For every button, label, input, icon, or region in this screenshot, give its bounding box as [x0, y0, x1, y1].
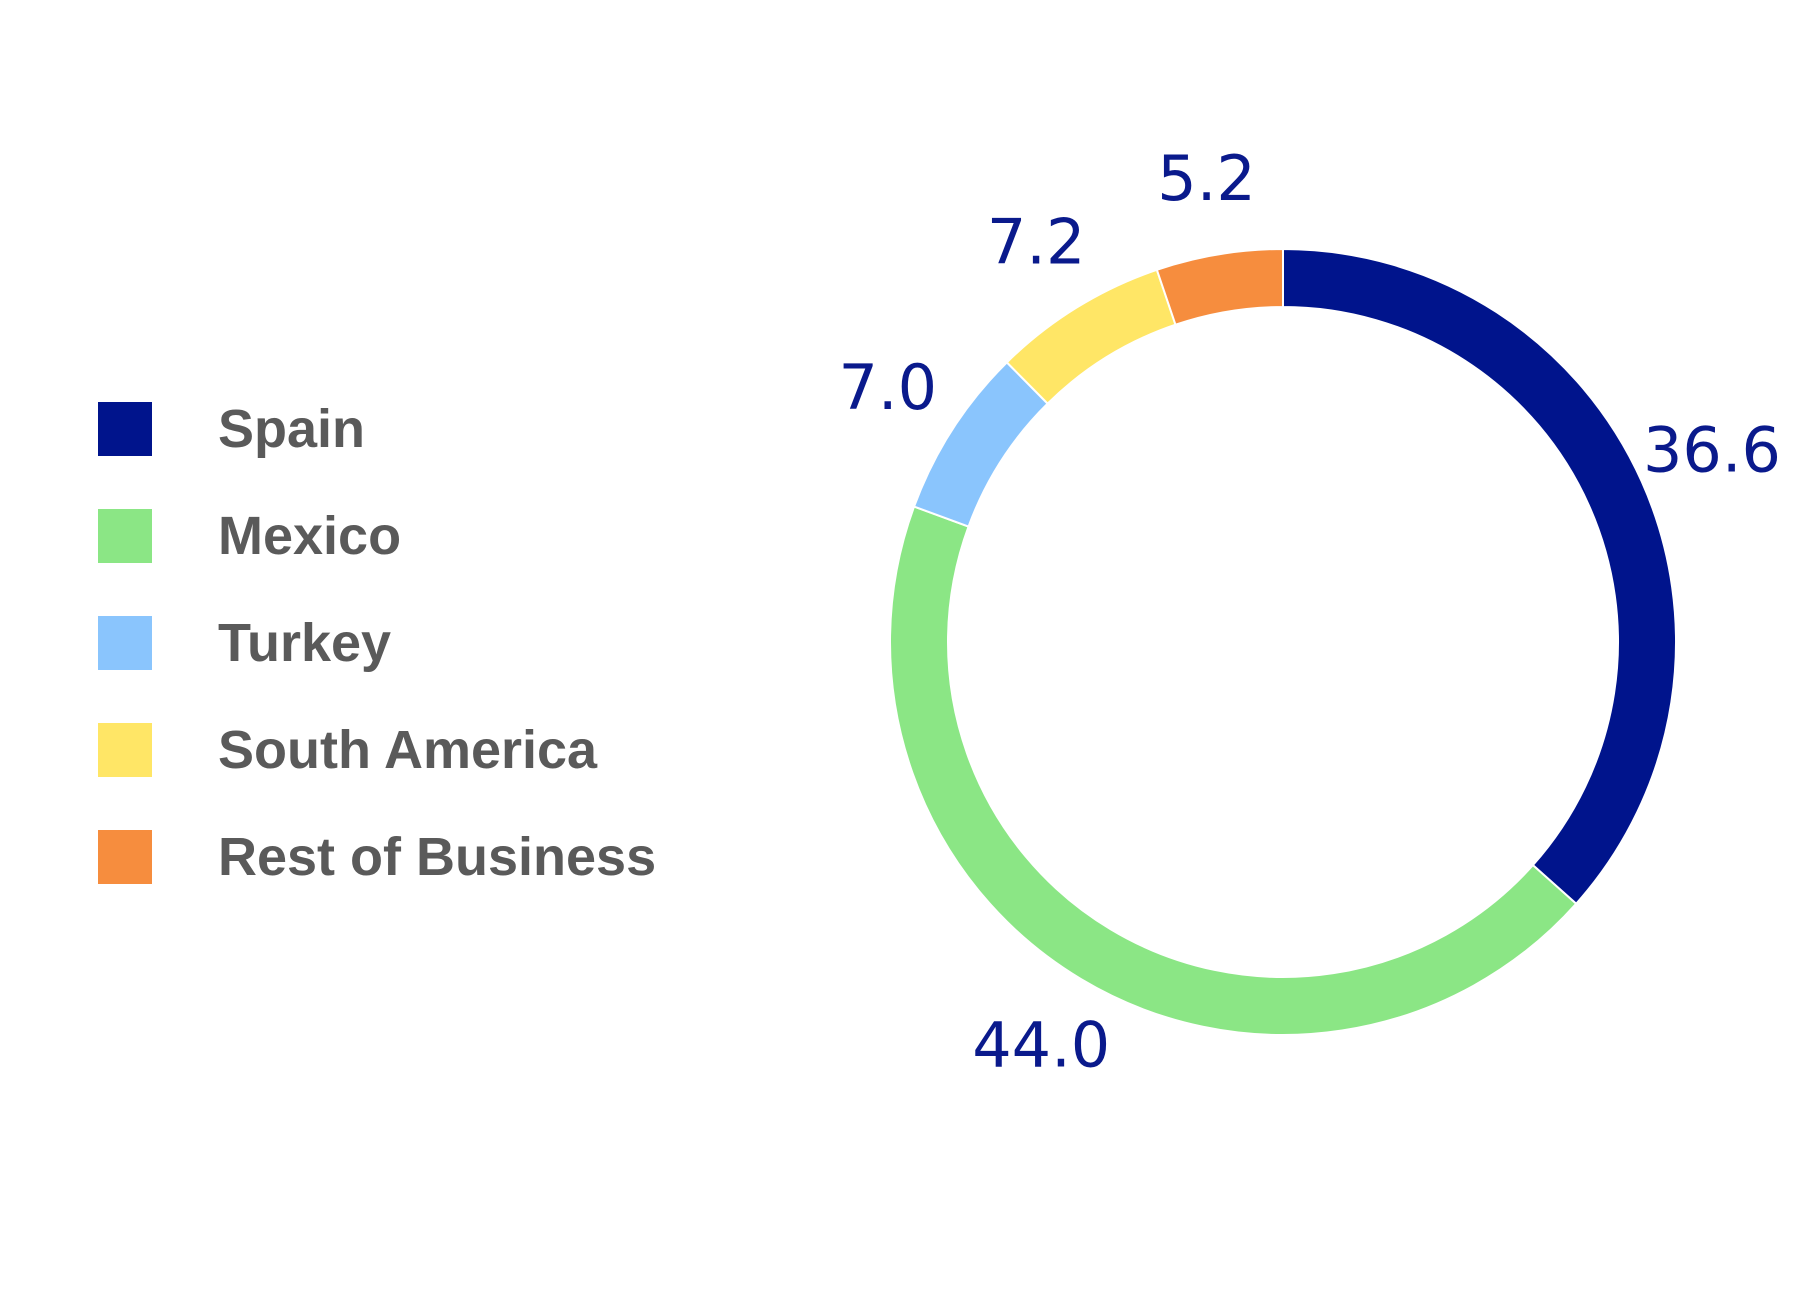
legend-item-south-america: South America — [98, 720, 598, 780]
value-label-turkey: 7.0 — [838, 351, 937, 424]
legend-swatch-south-america — [98, 723, 152, 777]
donut-slices — [889, 247, 1677, 1036]
chart-legend: Spain Mexico Turkey South America Rest of Bu… — [98, 399, 656, 887]
legend-swatch-turkey — [98, 616, 152, 670]
legend-item-rest-of-business: Rest of Business — [98, 827, 656, 887]
legend-swatch-mexico — [98, 509, 152, 563]
value-label-south-america: 7.2 — [987, 206, 1086, 279]
value-labels: 36.6 44.0 7.0 7.2 5.2 — [838, 142, 1781, 1082]
legend-swatch-rest-of-business — [98, 830, 152, 884]
legend-label-spain: Spain — [218, 399, 365, 459]
slice-south-america — [1005, 268, 1177, 406]
legend-item-mexico: Mexico — [98, 506, 401, 566]
legend-label-turkey: Turkey — [218, 613, 391, 673]
slice-rest-of-business — [1155, 247, 1284, 326]
legend-label-south-america: South America — [218, 720, 598, 780]
legend-item-turkey: Turkey — [98, 613, 391, 673]
slice-spain — [1282, 247, 1677, 906]
legend-item-spain: Spain — [98, 399, 365, 459]
legend-label-mexico: Mexico — [218, 506, 401, 566]
value-label-mexico: 44.0 — [972, 1009, 1110, 1082]
slice-mexico — [889, 505, 1578, 1036]
legend-label-rest-of-business: Rest of Business — [218, 827, 656, 887]
legend-swatch-spain — [98, 402, 152, 456]
value-label-rest-of-business: 5.2 — [1157, 142, 1256, 215]
value-label-spain: 36.6 — [1643, 413, 1781, 486]
